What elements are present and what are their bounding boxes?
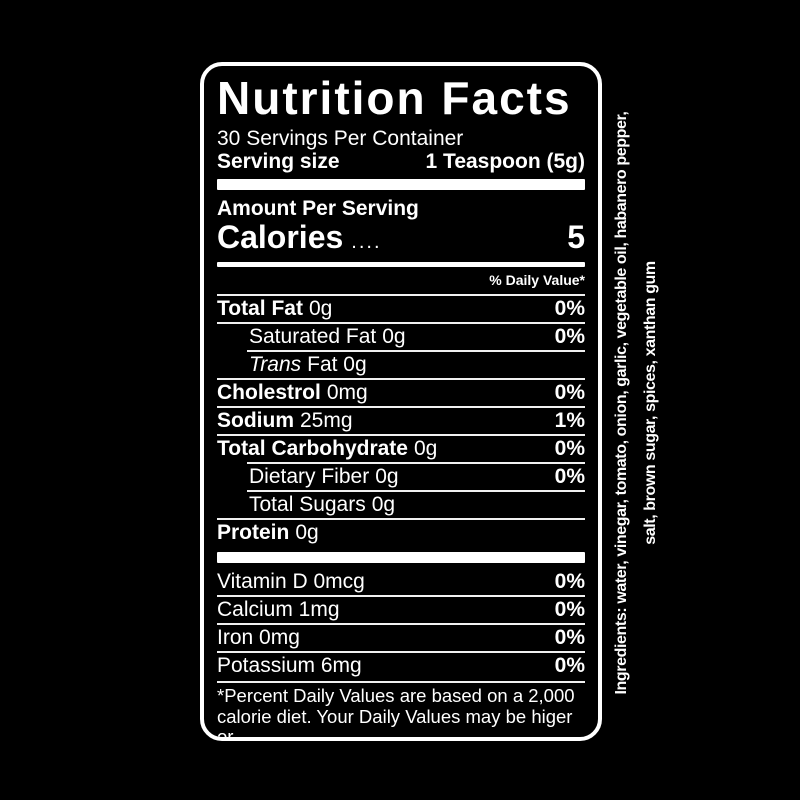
vitamin-row-iron: Iron 0mg 0% xyxy=(217,623,585,651)
nutrition-facts-label: Nutrition Facts 30 Servings Per Containe… xyxy=(200,62,602,741)
serving-size-value: 1 Teaspoon (5g) xyxy=(425,150,585,173)
nutrient-percent: 0% xyxy=(554,325,585,348)
calories-dots: .... xyxy=(351,231,382,253)
nutrient-name: Sodium xyxy=(217,409,294,432)
nutrient-row-cholestrol: Cholestrol 0mg 0% xyxy=(217,378,585,406)
nutrient-row-trans-fat: Trans Fat 0g xyxy=(217,350,585,378)
nutrient-name: Total Fat xyxy=(217,297,303,320)
calories-value: 5 xyxy=(567,219,585,255)
nutrient-amount: 0mg xyxy=(326,381,368,404)
nutrient-amount: 0g xyxy=(308,297,333,320)
vitamin-row-calcium: Calcium 1mg 0% xyxy=(217,595,585,623)
label-title: Nutrition Facts xyxy=(217,72,572,124)
nutrient-name: Total Carbohydrate xyxy=(217,437,408,460)
nutrient-amount: 0g xyxy=(413,437,438,460)
ingredients-line-1: Ingredients: water, vinegar, tomato, oni… xyxy=(613,111,630,695)
footnote-line: *Percent Daily Values are based on a 2,0… xyxy=(217,685,575,706)
thick-divider-bottom xyxy=(217,552,585,563)
nutrient-name: Saturated Fat xyxy=(249,325,377,348)
daily-value-header: % Daily Value* xyxy=(489,272,585,288)
nutrient-amount: Fat 0g xyxy=(307,353,367,376)
ingredients-vertical-text: Ingredients: water, vinegar, tomato, oni… xyxy=(607,63,665,743)
vitamin-row-vitamin-d: Vitamin D 0mcg 0% xyxy=(217,567,585,595)
nutrient-row-dietary-fiber: Dietary Fiber 0g 0% xyxy=(217,462,585,490)
footnote-line: calorie diet. Your Daily Values may be h… xyxy=(217,705,573,741)
vitamin-name: Iron 0mg xyxy=(217,626,300,649)
thick-divider-top xyxy=(217,179,585,190)
nutrient-name: Total Sugars xyxy=(249,493,366,516)
vitamin-percent: 0% xyxy=(554,570,585,593)
nutrient-row-saturated-fat: Saturated Fat 0g 0% xyxy=(217,322,585,350)
nutrient-amount: 25mg xyxy=(300,409,353,432)
amount-per-serving: Amount Per Serving xyxy=(217,197,419,220)
nutrient-name: Dietary Fiber xyxy=(249,465,370,488)
vitamin-percent: 0% xyxy=(554,626,585,649)
ingredients-line-2: salt, brown sugar, spices, xanthan gum xyxy=(642,261,659,545)
calories-label: Calories xyxy=(217,219,344,255)
serving-size-row: Serving size 1 Teaspoon (5g) xyxy=(217,150,585,173)
nutrient-percent: 0% xyxy=(554,437,585,460)
nutrient-row-total-fat: Total Fat 0g 0% xyxy=(217,294,585,322)
nutrient-amount: 0g xyxy=(371,493,396,516)
daily-value-footnote: *Percent Daily Values are based on a 2,0… xyxy=(217,681,585,741)
nutrient-name: Cholestrol xyxy=(217,381,321,404)
vitamin-percent: 0% xyxy=(554,654,585,677)
nutrient-amount: 0g xyxy=(382,325,406,348)
medium-divider-calories xyxy=(217,262,585,267)
nutrient-percent: 0% xyxy=(554,297,585,320)
vitamin-name: Calcium 1mg xyxy=(217,598,340,621)
nutrient-amount: 0g xyxy=(375,465,399,488)
nutrient-amount: 0g xyxy=(295,521,319,544)
nutrient-row-sodium: Sodium 25mg 1% xyxy=(217,406,585,434)
nutrient-percent: 0% xyxy=(554,465,585,488)
vitamin-rows: Vitamin D 0mcg 0% Calcium 1mg 0% Iron 0m… xyxy=(217,567,585,679)
vitamin-row-potassium: Potassium 6mg 0% xyxy=(217,651,585,679)
vitamin-percent: 0% xyxy=(554,598,585,621)
nutrient-name: Trans xyxy=(249,353,302,376)
vitamin-name: Potassium 6mg xyxy=(217,654,362,677)
nutrient-row-protein: Protein 0g xyxy=(217,518,585,546)
vitamin-name: Vitamin D 0mcg xyxy=(217,570,365,593)
calories-row: Calories .... 5 xyxy=(217,220,585,259)
nutrient-percent: 0% xyxy=(554,381,585,404)
nutrient-percent: 1% xyxy=(554,409,585,432)
nutrient-name: Protein xyxy=(217,521,290,544)
nutrient-row-total-sugars: Total Sugars 0g xyxy=(217,490,585,518)
serving-size-label: Serving size xyxy=(217,150,340,173)
servings-per-container: 30 Servings Per Container xyxy=(217,127,464,150)
nutrient-rows: Total Fat 0g 0% Saturated Fat 0g 0% Trans F… xyxy=(217,294,585,546)
nutrient-row-total-carbohydrate: Total Carbohydrate 0g 0% xyxy=(217,434,585,462)
